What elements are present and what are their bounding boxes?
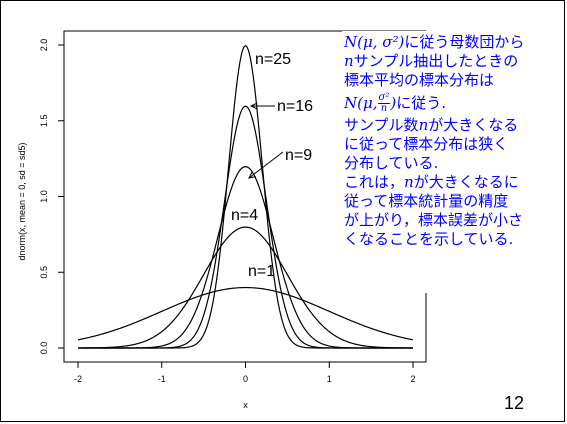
density-curve [78, 226, 413, 349]
x-tick-label: 2 [410, 374, 415, 384]
annotation-math: ) [390, 94, 397, 112]
y-tick-label: 2.0 [39, 39, 49, 52]
annotation-text: に従う母数団から [404, 33, 525, 51]
x-tick-label: 1 [327, 374, 332, 384]
series-label: n=4 [231, 207, 258, 224]
y-tick-label: 0.0 [39, 342, 49, 355]
x-tick-label: -1 [158, 374, 166, 384]
series-label: n=16 [277, 98, 313, 115]
annotation-math: N(μ, [344, 94, 378, 112]
fraction-denominator: n [380, 103, 388, 114]
x-tick-label: 0 [243, 374, 248, 384]
y-tick-label: 1.5 [39, 114, 49, 127]
annotation-text: が大きくなる [428, 116, 519, 134]
y-tick-label: 0.5 [39, 266, 49, 279]
annotation-line-7: 分布している. [344, 154, 439, 172]
y-tick-label: 1.0 [39, 190, 49, 203]
annotation-line-2: nサンプル抽出したときの [344, 52, 562, 71]
annotation-text: に従う. [396, 94, 446, 112]
series-label: n=9 [285, 147, 312, 164]
annotation-line-10: が上がり，標本誤差が小さ [344, 211, 523, 229]
annotation-line-3: 標本平均の標本分布は [344, 71, 495, 89]
annotation-text: これは， [344, 173, 405, 191]
x-axis-label: x [243, 400, 248, 410]
annotation-math: n [418, 116, 429, 134]
chart-series-labels: n=1 n=4 n=9 n=16 n=25 [231, 51, 313, 280]
chart-axes: -2 -1 0 1 2 x 0.0 0.5 1.0 1.5 2.0 dnorm(x, mean = 0… [17, 30, 427, 410]
annotation-line-9: 従って標本統計量の精度 [344, 192, 509, 210]
annotation-line-1: N(μ, σ²)に従う母数団から [344, 33, 562, 52]
annotation-math: N(μ, σ²) [344, 33, 405, 51]
y-axis-label: dnorm(x, mean = 0, sd = sd5) [17, 142, 27, 260]
annotation-text: サンプル数 [344, 116, 419, 134]
annotation-line-5: サンプル数nが大きくなる [344, 116, 562, 135]
density-curve [77, 286, 414, 341]
annotation-text: サンプル抽出したときの [353, 52, 519, 70]
annotation-math: n [344, 52, 354, 70]
annotation-math: n [404, 173, 414, 191]
annotation-text: が大きくなるに [413, 173, 519, 191]
pointer-arrowhead [248, 171, 256, 179]
pointer-arrow-shaft [248, 151, 284, 179]
pointer-arrowhead [249, 102, 258, 110]
chart-curves [77, 45, 414, 349]
annotation-text-box: N(μ, σ²)に従う母数団から nサンプル抽出したときの 標本平均の標本分布は… [342, 31, 564, 293]
slide-number: 12 [504, 393, 525, 413]
density-curve [78, 45, 413, 349]
series-label: n=1 [248, 263, 275, 280]
annotation-line-6: に従って標本分布は狭く [344, 135, 509, 153]
x-tick-label: -2 [74, 374, 82, 384]
annotation-line-8: これは，nが大きくなるに [344, 173, 562, 192]
annotation-fraction: σ² n [377, 92, 391, 114]
annotation-line-4: N(μ, σ² n)に従う. [344, 90, 562, 116]
fraction-numerator: σ² [377, 92, 391, 104]
series-label: n=25 [255, 51, 291, 68]
annotation-line-11: くなることを示している. [344, 230, 514, 248]
